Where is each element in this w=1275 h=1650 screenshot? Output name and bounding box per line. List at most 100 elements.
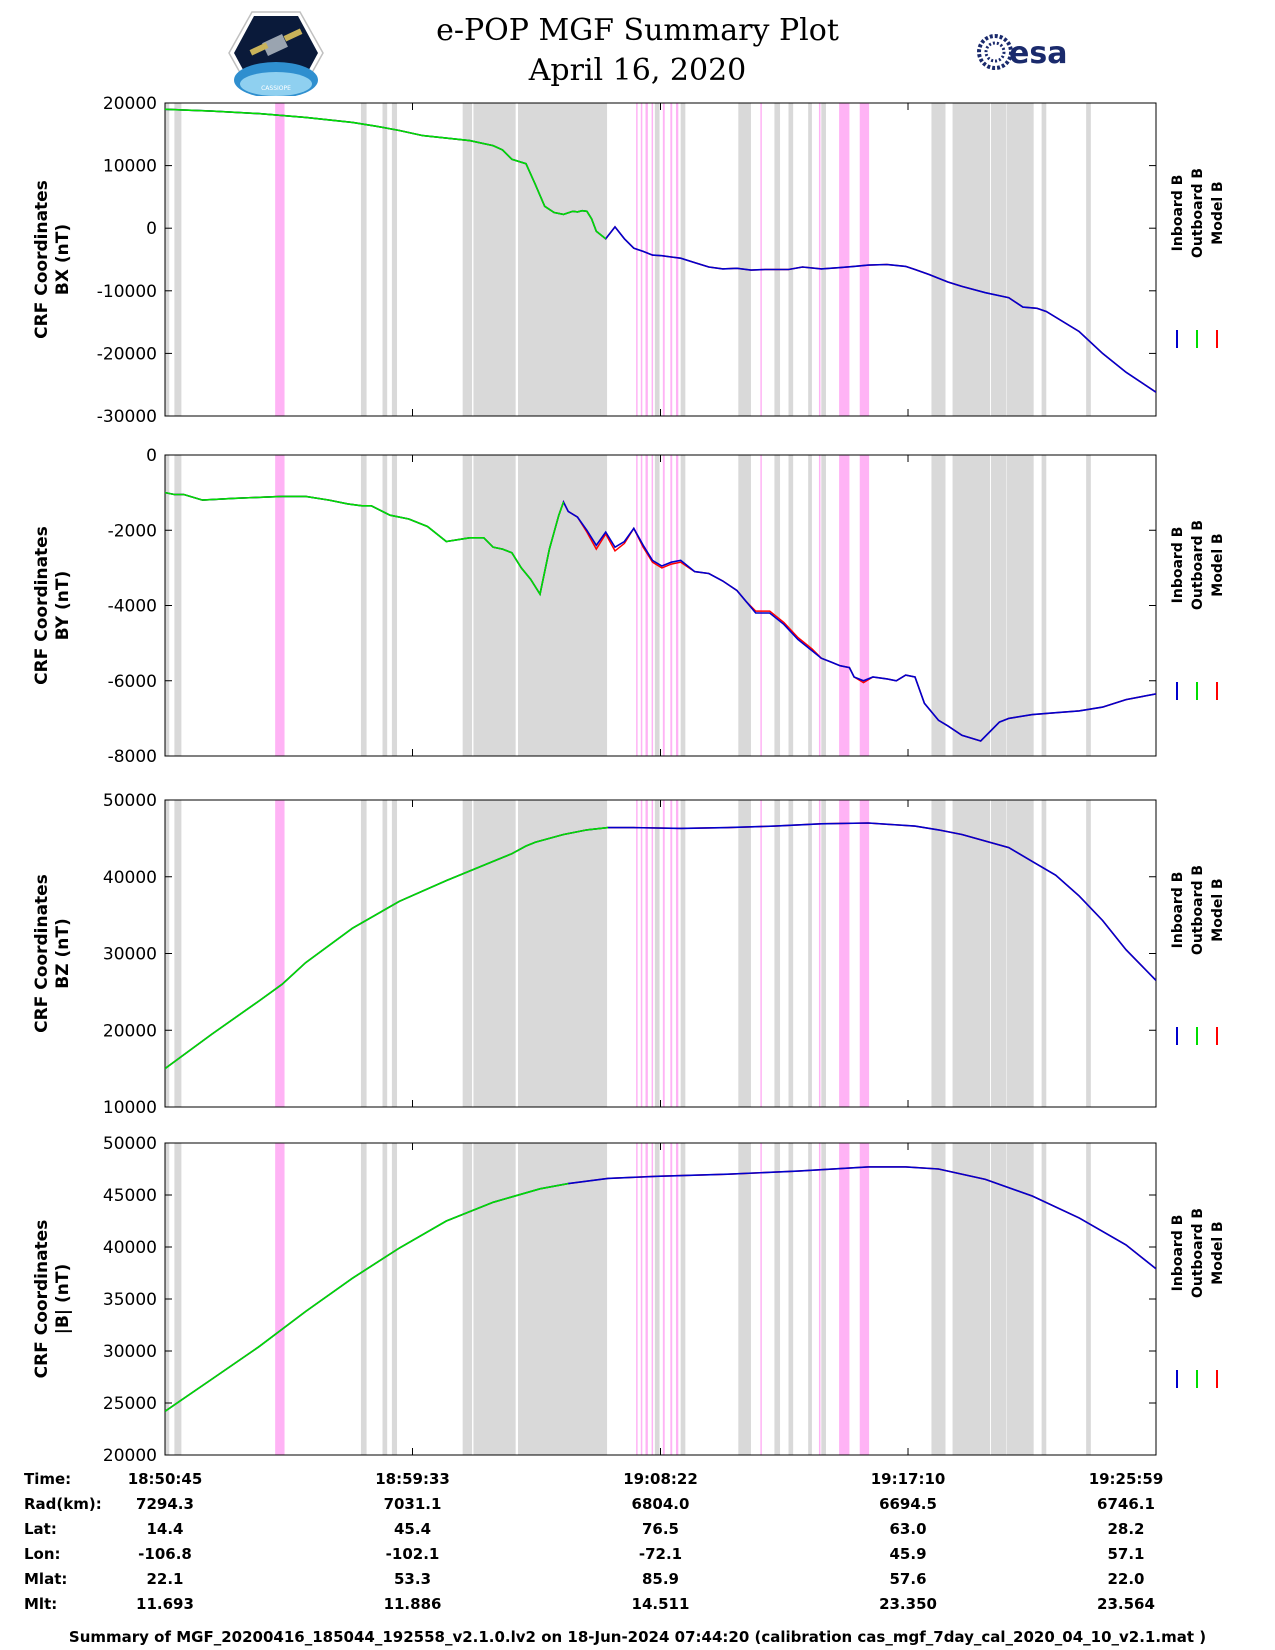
gray-band (1086, 455, 1091, 756)
y-axis-label-line: CRF Coordinates (32, 180, 52, 339)
gray-band (1086, 1143, 1091, 1455)
pink-band (651, 1143, 654, 1455)
gray-band (517, 1143, 608, 1455)
gray-band (738, 455, 751, 756)
gray-band (1041, 455, 1047, 756)
gray-band (360, 1143, 367, 1455)
y-axis-label-line: BZ (nT) (53, 918, 73, 988)
outboard-b-line (165, 108, 607, 240)
y-tick-label: 20000 (103, 94, 157, 114)
ephemeris-value: 76.5 (641, 1520, 679, 1538)
gray-band (654, 103, 660, 416)
pink-band (662, 455, 665, 756)
gray-band (174, 1143, 182, 1455)
y-tick-label: 40000 (103, 1238, 157, 1258)
gray-band (808, 455, 812, 756)
legend-model-label: Model B (1210, 1221, 1226, 1284)
y-tick-label: -8000 (108, 747, 157, 767)
pink-band (760, 455, 762, 756)
ephemeris-value: 19:08:22 (623, 1470, 698, 1488)
pink-band (839, 1143, 850, 1455)
gray-band (382, 103, 388, 416)
gray-band (821, 1143, 826, 1455)
legend-inboard-label: Inboard B (1170, 872, 1186, 949)
legend-inboard-label: Inboard B (1170, 1215, 1186, 1292)
gray-band (931, 800, 946, 1107)
gray-band (952, 800, 991, 1107)
legend-inboard-label: Inboard B (1170, 175, 1186, 252)
gray-band (1086, 800, 1091, 1107)
pink-band (645, 1143, 648, 1455)
gray-band (1086, 103, 1091, 416)
ephemeris-row-label: Lat: (24, 1520, 57, 1538)
legend-outboard-label: Outboard B (1190, 168, 1206, 258)
pink-band (275, 455, 285, 756)
pink-band (670, 800, 673, 1107)
ephemeris-value: 45.4 (394, 1520, 432, 1538)
pink-band (662, 1143, 665, 1455)
gray-band (654, 455, 660, 756)
gray-band (473, 455, 516, 756)
gray-band (517, 800, 608, 1107)
pink-band (818, 800, 821, 1107)
y-tick-label: 30000 (103, 1342, 157, 1362)
ephemeris-value: 63.0 (889, 1520, 927, 1538)
y-tick-label: 30000 (103, 945, 157, 965)
gray-band (462, 103, 473, 416)
gray-band (808, 1143, 812, 1455)
y-axis-label: CRF Coordinates|B| (nT) (32, 1220, 73, 1379)
gray-band (788, 800, 794, 1107)
gray-band (738, 800, 751, 1107)
gray-band (1006, 800, 1034, 1107)
ephemeris-row-label: Lon: (24, 1545, 61, 1563)
gray-band (654, 1143, 660, 1455)
pink-band (275, 103, 285, 416)
gray-band (788, 1143, 794, 1455)
outboard-b-line (165, 826, 609, 1070)
legend-inboard-label: Inboard B (1170, 527, 1186, 604)
y-tick-label: 20000 (103, 1021, 157, 1041)
ephemeris-value: 19:25:59 (1088, 1470, 1164, 1488)
y-axis-label-line: CRF Coordinates (32, 1220, 52, 1379)
ephemeris-value: 28.2 (1107, 1520, 1145, 1538)
ephemeris-value: 18:59:33 (375, 1470, 450, 1488)
outboard-b-line (165, 1182, 569, 1412)
ephemeris-value: 6804.0 (631, 1495, 690, 1513)
ephemeris-value: 85.9 (641, 1570, 679, 1588)
gray-band (788, 455, 794, 756)
y-axis-label-line: |B| (nT) (53, 1264, 73, 1335)
pink-band (636, 1143, 638, 1455)
pink-band (640, 1143, 643, 1455)
gray-band (391, 1143, 398, 1455)
ephemeris-value: 57.6 (889, 1570, 927, 1588)
gray-band (931, 455, 946, 756)
ephemeris-value: 11.886 (383, 1595, 442, 1613)
pink-band (640, 800, 643, 1107)
y-tick-label: -6000 (108, 672, 157, 692)
y-tick-label: 10000 (103, 157, 157, 177)
plot-title: e-POP MGF Summary Plot (436, 13, 839, 48)
gray-band (517, 455, 608, 756)
gray-band (931, 103, 946, 416)
ephemeris-value: 22.0 (1107, 1570, 1145, 1588)
y-axis-label-line: CRF Coordinates (32, 874, 52, 1033)
pink-band (636, 103, 638, 416)
pink-band (675, 1143, 679, 1455)
pink-band (670, 103, 673, 416)
legend-model-label: Model B (1210, 181, 1226, 244)
pink-band (275, 800, 285, 1107)
gray-band (738, 103, 751, 416)
footer-caption: Summary of MGF_20200416_185044_192558_v2… (68, 1628, 1207, 1646)
y-tick-label: -4000 (108, 597, 157, 617)
y-tick-label: 45000 (103, 1186, 157, 1206)
chart-panel: 10000 20000 30000 40000 50000 CRF Coordinates… (32, 791, 1226, 1118)
gray-band (821, 800, 826, 1107)
gray-band (680, 455, 686, 756)
gray-band (952, 1143, 991, 1455)
y-tick-label: 40000 (103, 868, 157, 888)
gray-band (1006, 455, 1034, 756)
gray-band (391, 800, 398, 1107)
legend-outboard-label: Outboard B (1190, 1208, 1206, 1298)
gray-band (680, 1143, 686, 1455)
gray-band (1041, 800, 1047, 1107)
